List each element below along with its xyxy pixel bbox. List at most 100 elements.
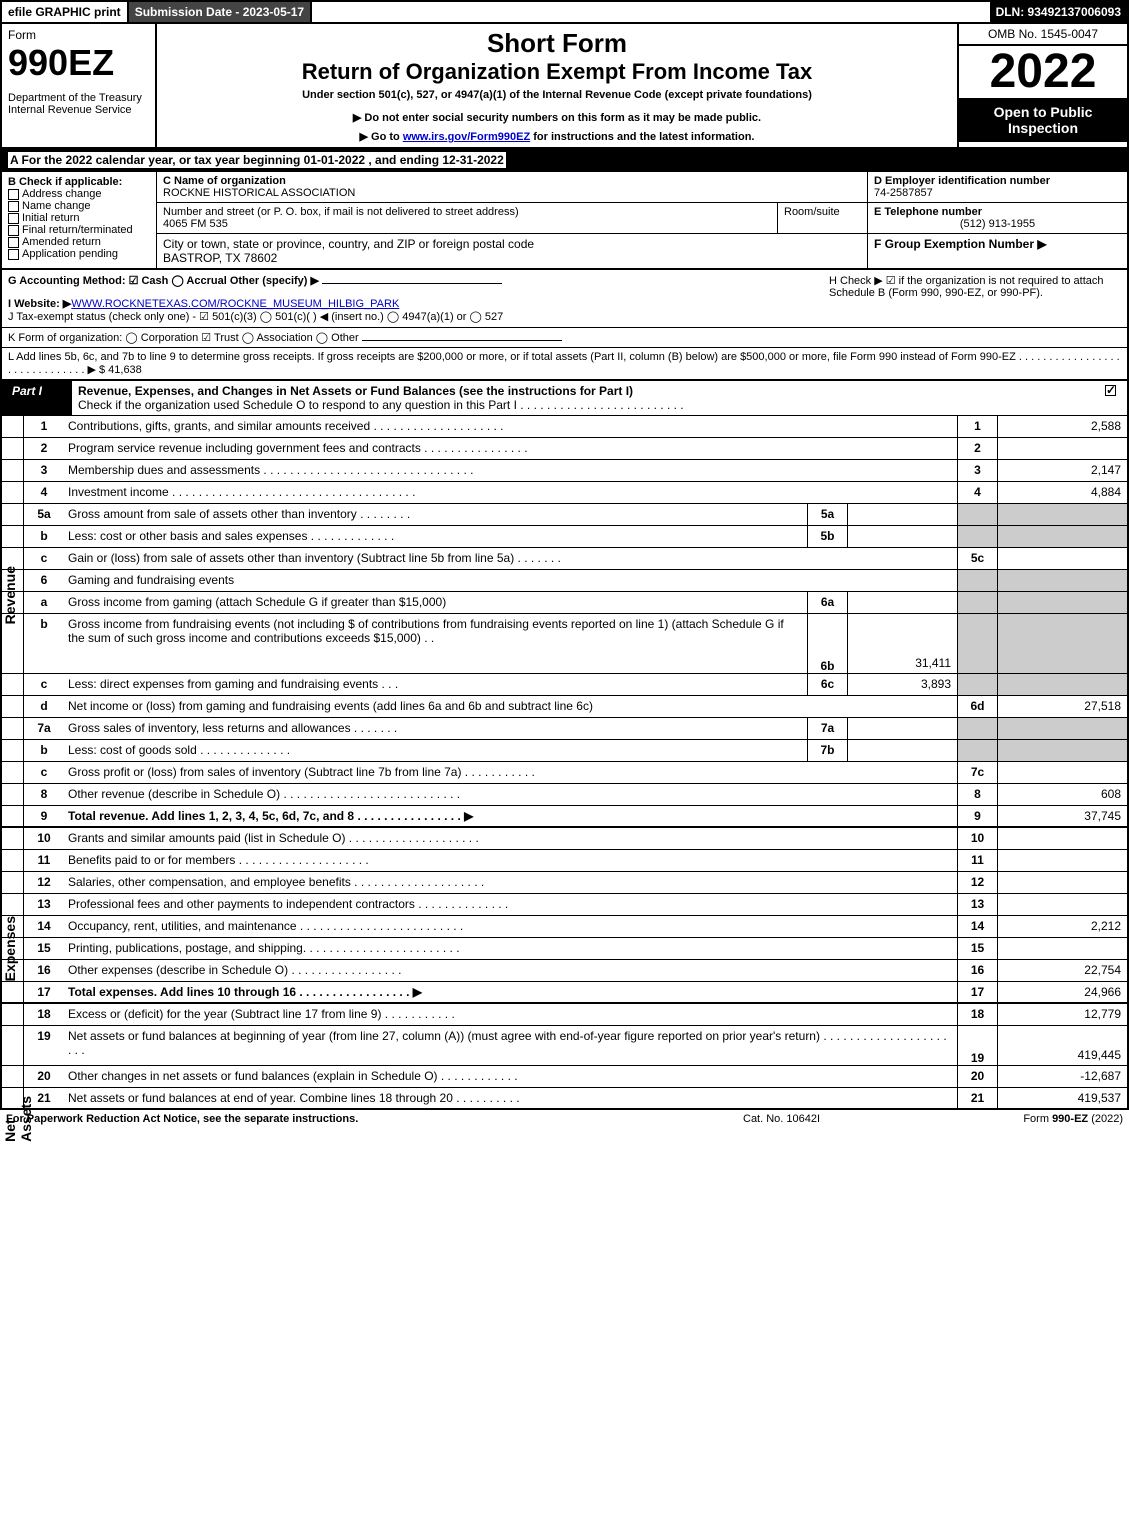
r8-num: 8 <box>24 784 64 805</box>
r6d-num: d <box>24 696 64 717</box>
r21-rn: 21 <box>957 1088 997 1108</box>
opt-final: Final return/terminated <box>22 224 133 236</box>
r13-rn: 13 <box>957 894 997 915</box>
org-name: ROCKNE HISTORICAL ASSOCIATION <box>163 187 861 199</box>
r6b-rv <box>997 614 1127 673</box>
r5c-num: c <box>24 548 64 569</box>
line-i: I Website: ▶WWW.ROCKNETEXAS.COM/ROCKNE_M… <box>8 297 821 310</box>
row-14: 14 Occupancy, rent, utilities, and maint… <box>0 916 1129 938</box>
line-g: G Accounting Method: ☑ Cash ◯ Accrual Ot… <box>8 274 821 287</box>
r15-desc: Printing, publications, postage, and shi… <box>64 938 957 959</box>
row-21: 21 Net assets or fund balances at end of… <box>0 1088 1129 1110</box>
r14-num: 14 <box>24 916 64 937</box>
part1-check[interactable] <box>1097 381 1127 415</box>
r6a-rn <box>957 592 997 613</box>
row-16: 16 Other expenses (describe in Schedule … <box>0 960 1129 982</box>
goto-link[interactable]: www.irs.gov/Form990EZ <box>403 131 530 143</box>
r5b-in: 5b <box>807 526 847 547</box>
page-footer: For Paperwork Reduction Act Notice, see … <box>0 1110 1129 1128</box>
r6d-rn: 6d <box>957 696 997 717</box>
chk-initial-return[interactable]: Initial return <box>8 212 150 224</box>
r20-rn: 20 <box>957 1066 997 1087</box>
row-7c: c Gross profit or (loss) from sales of i… <box>0 762 1129 784</box>
row-13: 13 Professional fees and other payments … <box>0 894 1129 916</box>
r2-rv <box>997 438 1127 459</box>
r6-desc: Gaming and fundraising events <box>64 570 957 591</box>
f-label: F Group Exemption Number ▶ <box>874 237 1121 251</box>
r6-rv <box>997 570 1127 591</box>
side-revenue: Revenue <box>2 566 18 624</box>
r5a-iv <box>847 504 957 525</box>
r21-rv: 419,537 <box>997 1088 1127 1108</box>
r6b-desc: Gross income from fundraising events (no… <box>64 614 807 673</box>
r6a-iv <box>847 592 957 613</box>
r7a-rn <box>957 718 997 739</box>
box-c-name: C Name of organization ROCKNE HISTORICAL… <box>157 172 867 203</box>
r16-rv: 22,754 <box>997 960 1127 981</box>
chk-app-pending[interactable]: Application pending <box>8 248 150 260</box>
efile-print[interactable]: efile GRAPHIC print <box>2 2 129 22</box>
form-number: 990EZ <box>8 42 149 84</box>
r5a-in: 5a <box>807 504 847 525</box>
r6b-in: 6b <box>807 614 847 673</box>
r16-num: 16 <box>24 960 64 981</box>
chk-amended[interactable]: Amended return <box>8 236 150 248</box>
r16-desc: Other expenses (describe in Schedule O) … <box>64 960 957 981</box>
r15-num: 15 <box>24 938 64 959</box>
r20-rv: -12,687 <box>997 1066 1127 1087</box>
r18-rv: 12,779 <box>997 1004 1127 1025</box>
col-cdef: C Name of organization ROCKNE HISTORICAL… <box>157 172 1127 268</box>
r7a-num: 7a <box>24 718 64 739</box>
irs-label: Internal Revenue Service <box>8 104 149 116</box>
r18-desc: Excess or (deficit) for the year (Subtra… <box>64 1004 957 1025</box>
row-6a: a Gross income from gaming (attach Sched… <box>0 592 1129 614</box>
part1-label: Part I <box>2 381 72 415</box>
r2-num: 2 <box>24 438 64 459</box>
header-mid: Short Form Return of Organization Exempt… <box>157 24 957 147</box>
r7b-in: 7b <box>807 740 847 761</box>
line-j: J Tax-exempt status (check only one) - ☑… <box>8 310 821 323</box>
row-20: 20 Other changes in net assets or fund b… <box>0 1066 1129 1088</box>
street-address: 4065 FM 535 <box>163 218 771 230</box>
r8-rn: 8 <box>957 784 997 805</box>
r6-rn <box>957 570 997 591</box>
r2-desc: Program service revenue including govern… <box>64 438 957 459</box>
r7a-desc: Gross sales of inventory, less returns a… <box>64 718 807 739</box>
chk-address-change[interactable]: Address change <box>8 188 150 200</box>
chk-name-change[interactable]: Name change <box>8 200 150 212</box>
r7c-rn: 7c <box>957 762 997 783</box>
r9-num: 9 <box>24 806 64 826</box>
row-6d: d Net income or (loss) from gaming and f… <box>0 696 1129 718</box>
r11-num: 11 <box>24 850 64 871</box>
box-f: F Group Exemption Number ▶ <box>867 234 1127 268</box>
r14-rv: 2,212 <box>997 916 1127 937</box>
box-c-addr: Number and street (or P. O. box, if mail… <box>157 203 777 234</box>
r9-rv: 37,745 <box>997 806 1127 826</box>
row-18: 18 Excess or (deficit) for the year (Sub… <box>0 1004 1129 1026</box>
chk-final-return[interactable]: Final return/terminated <box>8 224 150 236</box>
room-suite: Room/suite <box>777 203 867 234</box>
row-8: 8 Other revenue (describe in Schedule O)… <box>0 784 1129 806</box>
top-spacer <box>312 2 989 22</box>
r6-num: 6 <box>24 570 64 591</box>
header-right: OMB No. 1545-0047 2022 Open to Public In… <box>957 24 1127 147</box>
r12-rv <box>997 872 1127 893</box>
r5a-desc: Gross amount from sale of assets other t… <box>64 504 807 525</box>
r17-rv: 24,966 <box>997 982 1127 1002</box>
form-word: Form <box>8 28 149 42</box>
website-link[interactable]: WWW.ROCKNETEXAS.COM/ROCKNE_MUSEUM_HILBIG… <box>71 298 399 310</box>
r5b-rv <box>997 526 1127 547</box>
part1-title: Revenue, Expenses, and Changes in Net As… <box>72 381 1097 415</box>
r3-num: 3 <box>24 460 64 481</box>
r6c-num: c <box>24 674 64 695</box>
r6a-num: a <box>24 592 64 613</box>
col-b: B Check if applicable: Address change Na… <box>2 172 157 268</box>
footer-left: For Paperwork Reduction Act Notice, see … <box>6 1113 743 1125</box>
r9-rn: 9 <box>957 806 997 826</box>
r7b-rn <box>957 740 997 761</box>
r1-rn: 1 <box>957 416 997 437</box>
line-k: K Form of organization: ◯ Corporation ☑ … <box>0 328 1129 348</box>
open-to-public: Open to Public Inspection <box>959 98 1127 142</box>
r8-desc: Other revenue (describe in Schedule O) .… <box>64 784 957 805</box>
r5a-rn <box>957 504 997 525</box>
